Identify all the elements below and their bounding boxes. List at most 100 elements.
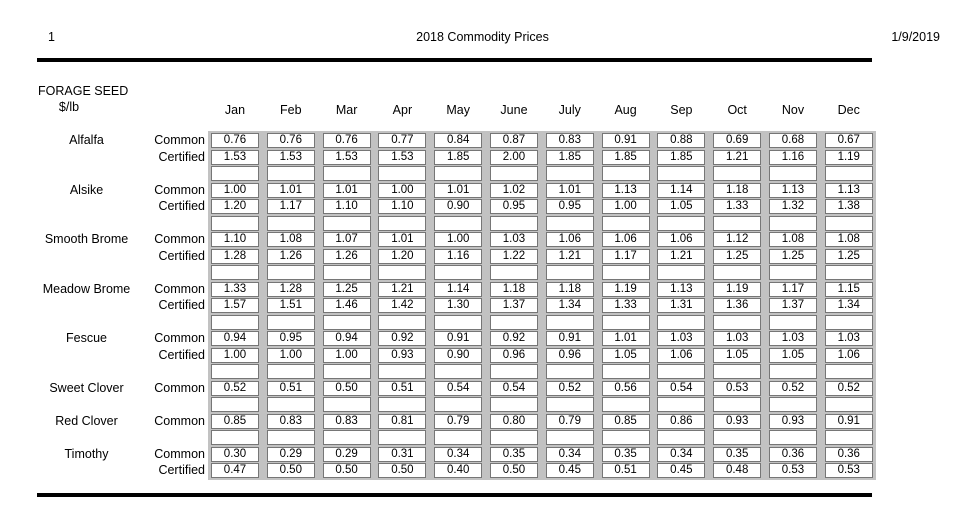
section-title: FORAGE SEED <box>38 84 129 98</box>
price-cell: 0.35 <box>713 446 762 462</box>
empty-cell <box>434 166 483 181</box>
price-cell: 1.07 <box>322 232 371 247</box>
price-cell: 1.53 <box>266 149 315 165</box>
price-cell: 0.31 <box>378 446 427 462</box>
empty-cell <box>545 166 594 181</box>
price-cell: 0.50 <box>489 463 538 478</box>
price-cell: 1.17 <box>601 248 650 264</box>
price-cell: 1.42 <box>378 298 427 313</box>
price-cell: 0.52 <box>545 380 594 396</box>
month-header: Aug <box>614 103 637 117</box>
price-cell: 0.54 <box>434 380 483 396</box>
price-cell: 0.45 <box>657 463 706 478</box>
price-cell: 1.03 <box>657 331 706 346</box>
price-cell: 1.18 <box>489 281 538 297</box>
price-cell: 0.35 <box>601 446 650 462</box>
empty-cell <box>768 397 817 412</box>
price-cell: 1.28 <box>266 281 315 297</box>
price-cell: 0.80 <box>489 413 538 429</box>
commodity-label: Sweet Clover <box>49 380 124 395</box>
price-cell: 1.16 <box>434 248 483 264</box>
empty-cell <box>434 265 483 280</box>
empty-cell <box>211 215 259 231</box>
price-cell: 1.85 <box>601 149 650 165</box>
empty-cell <box>211 166 259 181</box>
price-cell: 1.33 <box>211 281 259 297</box>
price-row: 1.53 1.53 1.53 1.53 1.85 2.00 1.85 1.85 1.85 1.21… <box>211 149 873 165</box>
price-cell: 1.37 <box>489 298 538 313</box>
footer-rule <box>37 493 872 497</box>
price-cell: 0.53 <box>768 463 817 478</box>
price-cell: 1.03 <box>489 232 538 247</box>
price-cell: 0.91 <box>601 133 650 148</box>
price-cell: 1.01 <box>378 232 427 247</box>
empty-cell <box>601 430 650 445</box>
empty-cell <box>266 215 315 231</box>
spacer-row <box>211 166 873 181</box>
price-cell: 0.53 <box>824 463 873 478</box>
commodity-label: Fescue <box>66 331 107 345</box>
empty-cell <box>713 364 762 379</box>
empty-cell <box>768 314 817 330</box>
empty-cell <box>489 265 538 280</box>
empty-cell <box>211 364 259 379</box>
commodity-label: Red Clover <box>55 413 118 428</box>
price-cell: 0.94 <box>322 331 371 346</box>
price-cell: 0.91 <box>824 413 873 429</box>
price-cell: 1.05 <box>601 347 650 363</box>
empty-cell <box>657 166 706 181</box>
seed-type-label: Common <box>154 380 205 395</box>
price-cell: 1.03 <box>824 331 873 346</box>
price-cell: 1.33 <box>713 199 762 214</box>
empty-cell <box>211 265 259 280</box>
price-cell: 1.36 <box>713 298 762 313</box>
price-cell: 0.95 <box>545 199 594 214</box>
empty-cell <box>434 215 483 231</box>
price-row: 1.33 1.28 1.25 1.21 1.14 1.18 1.18 1.19 1.13 1.19… <box>211 281 873 297</box>
price-cell: 0.93 <box>378 347 427 363</box>
price-cell: 0.68 <box>768 133 817 148</box>
price-cell: 1.14 <box>434 281 483 297</box>
empty-cell <box>768 364 817 379</box>
page-number: 1 <box>48 30 55 44</box>
price-cell: 0.94 <box>211 331 259 346</box>
price-row: 0.47 0.50 0.50 0.50 0.40 0.50 0.45 0.51 0.45 0.48… <box>211 463 873 478</box>
price-cell: 0.36 <box>824 446 873 462</box>
price-cell: 1.85 <box>657 149 706 165</box>
price-cell: 1.06 <box>824 347 873 363</box>
empty-cell <box>768 430 817 445</box>
price-row: 0.30 0.29 0.29 0.31 0.34 0.35 0.34 0.35 0.34 0.35… <box>211 446 873 462</box>
seed-type-label: Certified <box>158 248 205 263</box>
price-cell: 2.00 <box>489 149 538 165</box>
price-cell: 0.85 <box>601 413 650 429</box>
empty-cell <box>266 314 315 330</box>
empty-cell <box>768 265 817 280</box>
price-cell: 0.92 <box>489 331 538 346</box>
empty-cell <box>824 265 873 280</box>
empty-cell <box>378 364 427 379</box>
commodity-label: Timothy <box>64 446 109 461</box>
seed-type-label: Common <box>154 182 205 197</box>
price-cell: 1.13 <box>657 281 706 297</box>
price-cell: 0.96 <box>489 347 538 363</box>
price-cell: 1.25 <box>713 248 762 264</box>
empty-cell <box>489 166 538 181</box>
empty-cell <box>434 430 483 445</box>
empty-cell <box>545 265 594 280</box>
price-cell: 1.46 <box>322 298 371 313</box>
seed-type-label: Common <box>154 446 205 461</box>
report-date: 1/9/2019 <box>891 30 940 44</box>
price-cell: 1.10 <box>378 199 427 214</box>
empty-cell <box>545 314 594 330</box>
price-cell: 1.28 <box>211 248 259 264</box>
empty-cell <box>266 397 315 412</box>
price-cell: 0.47 <box>211 463 259 478</box>
empty-cell <box>489 397 538 412</box>
price-cell: 1.25 <box>322 281 371 297</box>
price-cell: 1.06 <box>601 232 650 247</box>
empty-cell <box>266 364 315 379</box>
empty-cell <box>824 314 873 330</box>
price-cell: 0.45 <box>545 463 594 478</box>
price-cell: 0.81 <box>378 413 427 429</box>
price-cell: 0.76 <box>266 133 315 148</box>
